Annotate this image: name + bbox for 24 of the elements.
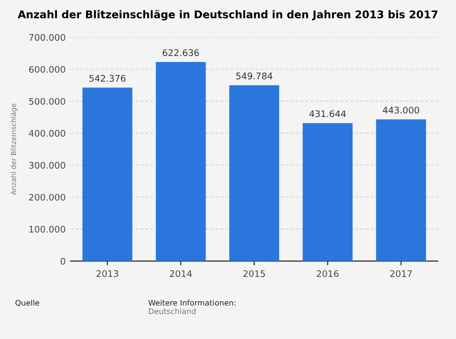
- data-label: 542.376: [89, 74, 126, 82]
- x-tick-label: 2013: [96, 270, 118, 278]
- data-label: 431.644: [309, 110, 346, 118]
- y-tick-label: 100.000: [29, 226, 66, 233]
- bar: [82, 88, 132, 262]
- chart-title: Anzahl der Blitzeinschläge in Deutschland in den Jahren 2013 bis 2017: [18, 10, 438, 20]
- data-label: 622.636: [162, 49, 199, 56]
- x-tick-label: 2014: [170, 270, 192, 278]
- bar: [229, 85, 280, 262]
- y-tick-label: 200.000: [29, 194, 66, 201]
- y-tick-label: 700.000: [29, 34, 66, 41]
- bar: [156, 62, 206, 262]
- y-tick-label: 300.000: [29, 162, 66, 169]
- data-label: 443.000: [382, 106, 420, 114]
- y-tick-label: 0: [60, 258, 66, 265]
- data-label: 549.784: [236, 72, 272, 80]
- y-tick-label: 500.000: [29, 98, 66, 105]
- y-tick-label: 400.000: [28, 130, 66, 137]
- x-tick-label: 2015: [243, 270, 265, 278]
- x-tick-label: 2017: [390, 270, 412, 278]
- x-tick-label: 2016: [316, 270, 339, 278]
- y-tick-label: 600.000: [29, 66, 66, 73]
- bar: [376, 119, 426, 262]
- bar: [302, 123, 353, 262]
